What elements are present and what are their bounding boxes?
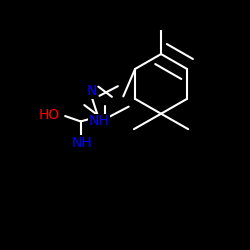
Text: NH: NH [89, 114, 110, 128]
Text: HO: HO [39, 108, 60, 122]
Text: N: N [86, 84, 97, 98]
Text: NH: NH [71, 136, 92, 150]
